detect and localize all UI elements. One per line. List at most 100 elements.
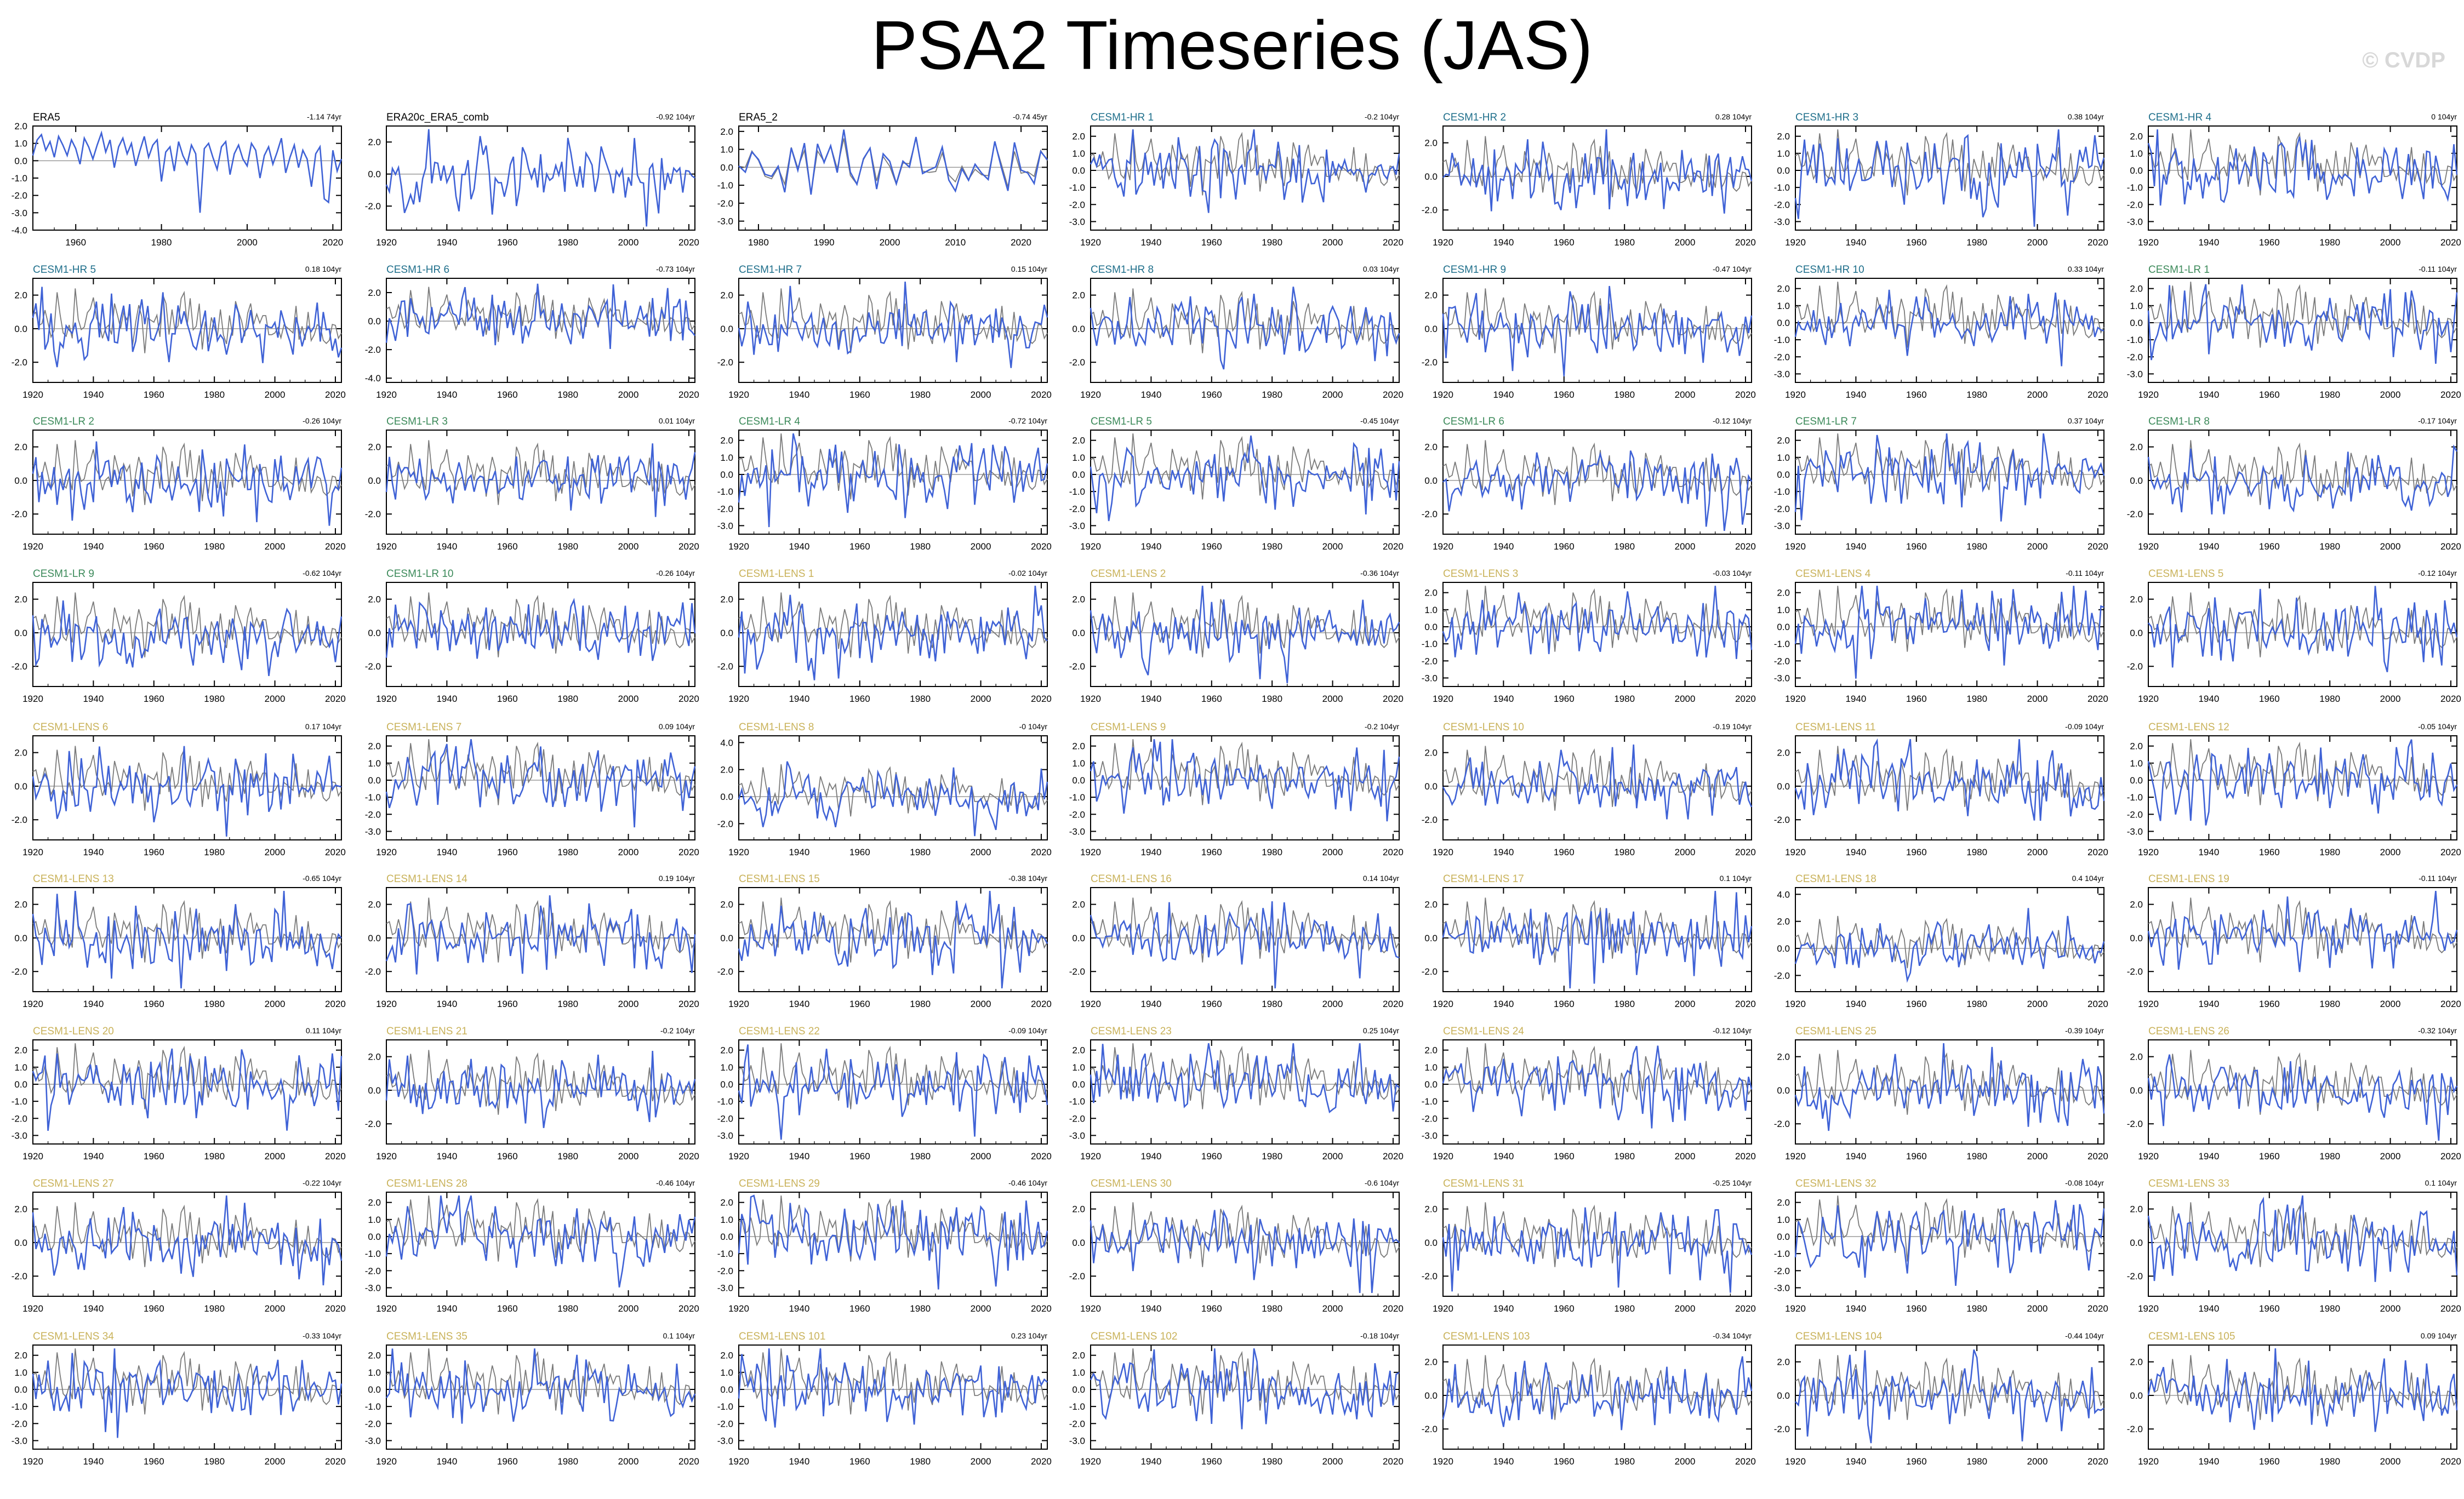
x-tick-label: 1980 — [557, 237, 578, 248]
series-line — [1090, 739, 1400, 822]
panel-frame — [32, 125, 342, 231]
y-tick-label: -3.0 — [717, 520, 733, 531]
y-tick-label: -3.0 — [1069, 1130, 1085, 1141]
x-tick-label: 1920 — [22, 694, 43, 704]
x-tick-label: 2020 — [2440, 541, 2461, 552]
y-tick-label: -3.0 — [2127, 216, 2143, 227]
y-tick-label: -2.0 — [2127, 661, 2143, 672]
x-tick-label: 1980 — [910, 1456, 931, 1467]
x-tick-label: 2000 — [1675, 1456, 1696, 1467]
panel-frame — [1442, 1192, 1752, 1297]
y-tick-label: -2.0 — [1774, 1119, 1790, 1129]
x-tick-label: 1920 — [1433, 390, 1453, 400]
x-tick-label: 1920 — [376, 1456, 397, 1467]
panel-cesm1-lens-105: 2.0 0.0 -2.0 1920 1940 1960 1980 2000 2020 CESM1-… — [2127, 1331, 2461, 1467]
y-tick-label: -2.0 — [2127, 1271, 2143, 1281]
series-line — [385, 739, 696, 828]
y-tick-label: -2.0 — [717, 198, 733, 209]
panel-cesm1-hr-6: 2.0 0.0 -2.0 -4.0 1920 1940 1960 1980 2000 2020 CE… — [365, 264, 699, 400]
obs-reference-line — [32, 440, 342, 505]
y-tick-label: -3.0 — [12, 1435, 27, 1446]
x-tick-label: 1940 — [1140, 390, 1161, 400]
x-tick-label: 1960 — [849, 847, 870, 857]
panel-frame — [32, 1192, 342, 1297]
y-tick-label: 0.0 — [720, 470, 733, 480]
panel-label: ERA5_2 — [739, 112, 778, 123]
x-tick-label: 1920 — [376, 1303, 397, 1314]
y-tick-label: -1.0 — [365, 792, 381, 803]
x-tick-label: 1960 — [497, 694, 518, 704]
x-tick-label: 2020 — [2440, 1303, 2461, 1314]
y-tick-label: -1.0 — [1774, 639, 1790, 649]
x-tick-label: 1980 — [2319, 847, 2340, 857]
panel-label: CESM1-LR 2 — [33, 416, 94, 427]
trend-label: -0.72 104yr — [1008, 416, 1047, 425]
y-tick-label: -1.0 — [1422, 1096, 1438, 1107]
y-tick-label: 0.0 — [368, 316, 381, 327]
obs-reference-line — [1795, 282, 2104, 348]
series-line — [1090, 435, 1400, 522]
panel-frame — [386, 1192, 695, 1297]
panel-cesm1-lens-11: 2.0 0.0 -2.0 1920 1940 1960 1980 2000 2020 CESM1-… — [1774, 722, 2108, 857]
x-tick-label: 2000 — [971, 694, 991, 704]
y-tick-label: 2.0 — [720, 127, 733, 137]
y-tick-label: -2.0 — [365, 966, 381, 977]
y-tick-label: -3.0 — [365, 1283, 381, 1293]
panel-cesm1-lens-23: 2.0 1.0 0.0 -1.0 -2.0 -3.0 1920 1940 1960 1980 200… — [1069, 1026, 1404, 1162]
y-tick-label: 2.0 — [720, 594, 733, 605]
obs-reference-line — [738, 592, 1048, 657]
panel-label: CESM1-HR 8 — [1091, 264, 1154, 276]
panel-label: CESM1-LENS 16 — [1091, 873, 1172, 885]
x-tick-label: 2000 — [618, 390, 639, 400]
y-tick-label: -2.0 — [1774, 352, 1790, 362]
trend-label: -0.25 104yr — [1713, 1178, 1752, 1187]
series-line — [385, 1051, 696, 1128]
y-tick-label: -2.0 — [12, 661, 27, 672]
series-line — [738, 585, 1048, 680]
y-tick-label: 0.0 — [720, 628, 733, 638]
x-tick-label: 1940 — [1845, 541, 1866, 552]
panel-label: CESM1-LR 6 — [1443, 416, 1504, 427]
x-tick-label: 1940 — [789, 390, 809, 400]
trend-label: -0.73 104yr — [656, 265, 695, 273]
x-tick-label: 1940 — [83, 1303, 104, 1314]
x-tick-label: 1960 — [849, 1303, 870, 1314]
series-line — [1442, 891, 1753, 988]
x-tick-label: 2020 — [1735, 1456, 1756, 1467]
y-tick-label: -3.0 — [1069, 520, 1085, 531]
series-line — [1442, 1356, 1753, 1431]
panel-label: CESM1-LENS 26 — [2148, 1026, 2229, 1037]
x-tick-label: 1960 — [1906, 1456, 1927, 1467]
trend-label: -0.46 104yr — [656, 1178, 695, 1187]
obs-reference-line — [1090, 1202, 1400, 1267]
x-tick-label: 1960 — [1554, 541, 1575, 552]
x-tick-label: 2010 — [945, 237, 966, 248]
trend-label: -0.22 104yr — [303, 1178, 341, 1187]
y-tick-label: -1.0 — [365, 1249, 381, 1259]
x-tick-label: 1960 — [849, 541, 870, 552]
trend-label: -1.14 74yr — [307, 112, 341, 121]
x-tick-label: 2020 — [1011, 237, 1031, 248]
x-tick-label: 2020 — [2087, 390, 2108, 400]
x-tick-label: 1940 — [83, 1151, 104, 1162]
panel-label: CESM1-LENS 8 — [739, 722, 814, 733]
series-line — [385, 443, 696, 517]
y-tick-label: 2.0 — [720, 1045, 733, 1056]
y-tick-label: -3.0 — [1774, 520, 1790, 531]
x-tick-label: 1940 — [83, 1456, 104, 1467]
y-tick-label: 0.0 — [14, 1079, 27, 1090]
y-tick-label: 2.0 — [2130, 1357, 2143, 1368]
x-tick-label: 1920 — [2138, 390, 2159, 400]
x-tick-label: 2020 — [1031, 847, 1052, 857]
trend-label: 0.1 104yr — [1720, 874, 1752, 883]
y-tick-label: 0.0 — [1424, 324, 1438, 334]
x-tick-label: 1960 — [1201, 694, 1222, 704]
series-line — [32, 890, 343, 988]
panel-cesm1-lens-28: 2.0 1.0 0.0 -1.0 -2.0 -3.0 1920 1940 1960 1980 200… — [365, 1178, 699, 1314]
y-tick-label: 2.0 — [1777, 284, 1790, 294]
panel-label: CESM1-LR 9 — [33, 568, 94, 580]
x-tick-label: 2020 — [325, 390, 346, 400]
x-tick-label: 2020 — [2087, 541, 2108, 552]
y-tick-label: -1.0 — [2127, 335, 2143, 345]
x-tick-label: 1940 — [1845, 390, 1866, 400]
